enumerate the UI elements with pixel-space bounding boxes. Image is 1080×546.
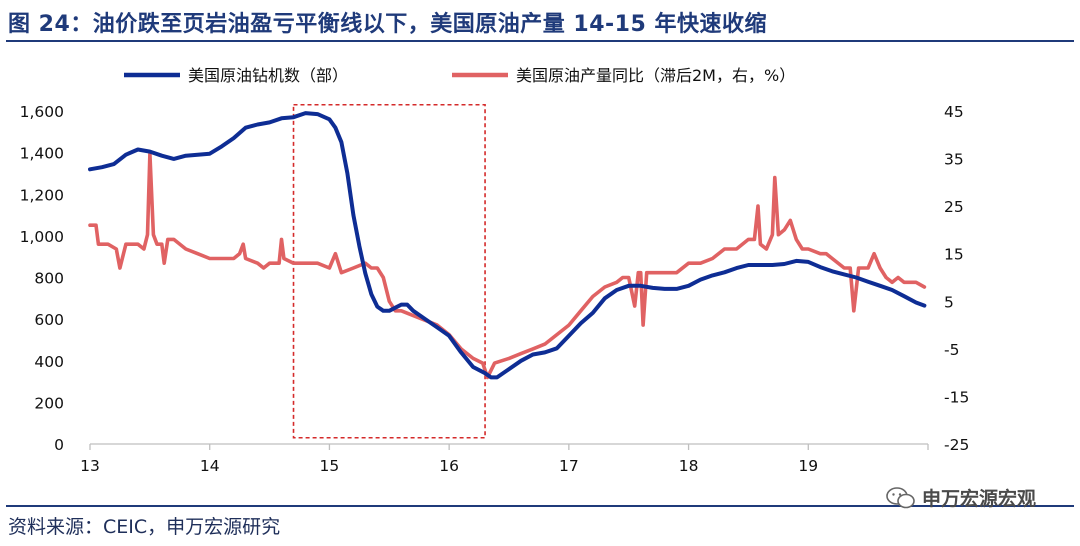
legend-label-rig: 美国原油钻机数（部） [188,66,348,85]
y-right-tick-label: -15 [944,388,969,406]
source-note: 资料来源：CEIC，申万宏源研究 [8,516,281,538]
y-right-tick-label: -5 [944,341,959,359]
y-left-tick-label: 1,600 [20,103,64,121]
wechat-icon [886,486,915,508]
watermark-text: 申万宏源宏观 [921,488,1036,510]
y-left-tick-label: 0 [54,436,64,454]
x-tick-label: 18 [679,457,699,475]
title-rule [6,40,1074,42]
x-tick-label: 15 [320,457,340,475]
x-tick-label: 19 [798,457,818,475]
y-left-tick-label: 1,000 [20,228,64,246]
watermark: 申万宏源宏观 [886,484,1036,511]
y-right-tick-label: 35 [944,151,964,169]
highlight-rect [292,103,486,439]
page-title: 图 24：油价跌至页岩油盈亏平衡线以下，美国原油产量 14-15 年快速收缩 [8,12,767,37]
chart: 美国原油钻机数（部） 美国原油产量同比（滞后2M，右，%） 13 14 15 16 17… [20,66,970,475]
footer-rule [6,505,1074,507]
y-left-tick-label: 1,200 [20,186,64,204]
y-left-tick-label: 800 [34,270,64,288]
chart-axes: 13 14 15 16 17 18 19 0 200 400 600 800 1,000 1,200 1,4… [20,103,970,475]
x-tick-label: 17 [559,457,579,475]
y-right-tick-label: -25 [944,436,969,454]
y-left-tick-label: 1,400 [20,145,64,163]
y-right-tick-label: 45 [944,103,964,121]
y-left-tick-label: 400 [34,353,64,371]
series-line-production [88,152,927,380]
x-tick-label: 14 [200,457,220,475]
x-tick-label: 16 [439,457,459,475]
y-left-tick-label: 600 [34,311,64,329]
chart-legend: 美国原油钻机数（部） 美国原油产量同比（滞后2M，右，%） [124,66,795,85]
y-right-tick-label: 15 [944,246,964,264]
series-line-rig [88,111,927,380]
y-right-tick-label: 25 [944,198,964,216]
y-right-tick-label: 5 [944,293,954,311]
legend-label-production: 美国原油产量同比（滞后2M，右，%） [516,66,795,85]
chart-series [88,111,927,380]
highlight-box [292,103,486,439]
y-left-tick-label: 200 [34,394,64,412]
x-tick-label: 13 [80,457,100,475]
